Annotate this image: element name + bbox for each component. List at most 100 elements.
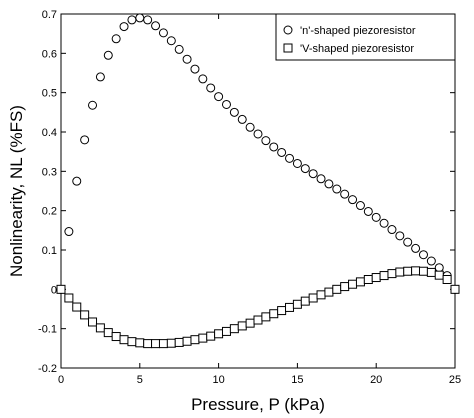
data-point-n <box>277 147 287 157</box>
x-tick-label: 15 <box>291 374 303 386</box>
data-point-v <box>151 339 161 349</box>
data-point-v <box>135 338 145 348</box>
data-point-v <box>119 335 129 345</box>
data-point-v <box>308 293 318 303</box>
data-point-v <box>387 269 397 279</box>
data-point-n <box>269 142 279 152</box>
legend-marker-v <box>283 43 293 53</box>
data-point-n <box>151 21 161 31</box>
data-point-v <box>253 315 263 325</box>
data-point-n <box>379 218 389 228</box>
data-point-v <box>158 339 168 349</box>
data-point-n <box>229 107 239 117</box>
data-point-n <box>387 225 397 235</box>
y-tick-label: 0.2 <box>42 206 57 218</box>
data-point-v <box>56 284 66 294</box>
legend-box <box>275 13 456 61</box>
data-point-v <box>72 302 82 312</box>
data-point-v <box>229 324 239 334</box>
y-tick-label: -0.2 <box>38 363 57 375</box>
y-tick-label: 0.4 <box>42 127 57 139</box>
data-point-n <box>111 34 121 44</box>
x-axis-label: Pressure, P (kPa) <box>191 395 325 414</box>
data-point-n <box>166 36 176 46</box>
data-point-n <box>300 164 310 174</box>
data-point-v <box>245 318 255 328</box>
data-point-v <box>355 277 365 287</box>
y-tick-label: -0.1 <box>38 324 57 336</box>
plot-frame <box>60 13 456 369</box>
data-point-v <box>363 275 373 284</box>
data-point-v <box>332 284 342 294</box>
y-tick-label: 0.5 <box>42 88 57 100</box>
y-tick-label: 0 <box>51 284 57 296</box>
data-point-n <box>237 114 247 124</box>
data-point-v <box>348 279 358 289</box>
data-point-v <box>111 332 121 342</box>
data-point-n <box>348 195 358 205</box>
x-tick-label: 20 <box>370 374 382 386</box>
data-point-n <box>103 50 113 60</box>
data-point-n <box>88 100 98 110</box>
data-point-n <box>214 92 224 102</box>
data-point-v <box>206 331 216 341</box>
data-point-v <box>285 302 295 312</box>
data-point-n <box>332 184 342 194</box>
y-tick-label: 0.1 <box>42 245 57 257</box>
data-point-v <box>450 284 460 294</box>
data-point-v <box>237 321 247 331</box>
data-point-n <box>285 153 295 163</box>
data-point-v <box>418 266 428 276</box>
data-point-v <box>426 267 436 277</box>
data-point-v <box>269 309 279 319</box>
data-point-n <box>355 201 365 211</box>
data-point-n <box>72 176 82 186</box>
data-point-n <box>371 212 381 222</box>
data-point-v <box>292 299 302 309</box>
legend-label-v: 'V-shaped piezoresistor <box>300 43 414 55</box>
data-point-v <box>127 337 137 347</box>
data-point-n <box>64 227 74 237</box>
data-point-v <box>379 271 389 281</box>
data-point-n <box>182 54 192 64</box>
data-point-n <box>261 136 271 146</box>
data-point-v <box>395 267 405 277</box>
data-point-n <box>127 15 137 25</box>
data-point-v <box>261 312 271 322</box>
data-point-n <box>119 22 129 32</box>
legend-marker-n <box>283 25 293 35</box>
y-tick-label: 0.3 <box>42 166 57 178</box>
x-tick-label: 5 <box>137 374 143 386</box>
data-point-n <box>245 122 255 132</box>
tick-labels: 0 5 10 15 20 25 -0.2 -0.1 0 0.1 0.2 0.3 0.4 0.5 0.6 0.7 <box>38 9 461 386</box>
y-tick-label: 0.7 <box>42 9 57 21</box>
data-point-n <box>158 28 168 38</box>
data-point-n <box>324 179 334 189</box>
x-tick-label: 10 <box>212 374 224 386</box>
axis-ticks <box>60 13 456 369</box>
data-point-v <box>221 326 231 336</box>
data-point-n <box>403 237 413 247</box>
data-point-n <box>190 64 200 74</box>
data-point-v <box>95 323 105 333</box>
data-point-n <box>418 250 428 260</box>
data-point-v <box>277 306 287 316</box>
data-point-n <box>292 158 302 168</box>
series-v-shaped <box>56 266 460 349</box>
data-point-n <box>434 263 444 273</box>
data-point-n <box>340 189 350 199</box>
data-point-v <box>103 328 113 338</box>
data-point-n <box>206 83 216 93</box>
legend: 'n'-shaped piezoresistor 'V-shaped piezo… <box>275 13 456 61</box>
data-point-n <box>316 174 326 184</box>
data-point-n <box>174 44 184 54</box>
data-point-n <box>363 206 373 216</box>
data-point-n <box>135 13 145 23</box>
legend-label-n: 'n'-shaped piezoresistor <box>300 25 416 37</box>
data-point-v <box>324 287 334 297</box>
data-point-v <box>143 339 153 349</box>
x-tick-label: 0 <box>58 374 64 386</box>
data-point-v <box>411 266 421 276</box>
data-point-n <box>411 243 421 253</box>
